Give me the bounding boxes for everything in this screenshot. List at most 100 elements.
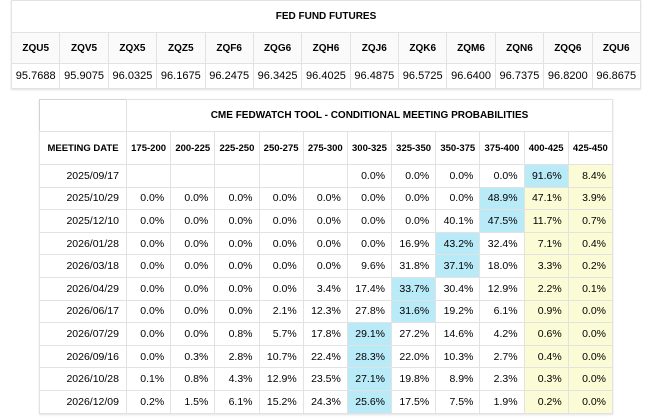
probability-cell: 0.0%	[125, 322, 172, 346]
meeting-date-cell: 2026/06/17	[39, 299, 127, 324]
meeting-date-cell: 2026/10/28	[39, 367, 127, 391]
probability-cell: 3.3%	[523, 254, 569, 278]
probability-cell: 32.4%	[479, 231, 525, 256]
meeting-date-cell: 2026/12/09	[39, 389, 127, 414]
probability-cell: 0.0%	[125, 344, 172, 369]
probability-cell: 24.3%	[302, 389, 348, 414]
probability-cell: 0.0%	[125, 186, 172, 211]
table-row: 2025/09/17 0.0% 0.0% 0.0% 0.0% 91.6% 8.4%	[39, 164, 614, 188]
futures-contract-header: ZQJ6	[349, 32, 400, 64]
probability-cell	[302, 164, 348, 188]
probability-cell: 0.0%	[170, 254, 216, 278]
rate-range-header: 250-275	[258, 131, 304, 165]
probability-cell: 0.0%	[391, 164, 437, 188]
probability-cell: 22.0%	[391, 344, 437, 369]
probability-cell: 23.5%	[302, 367, 348, 391]
probability-cell: 0.0%	[302, 231, 348, 256]
probability-cell: 2.7%	[479, 344, 525, 369]
probability-cell: 15.2%	[258, 389, 304, 414]
futures-price-cell: 95.7688	[10, 63, 61, 89]
futures-contract-header: ZQG6	[252, 32, 303, 64]
probability-cell: 18.0%	[479, 254, 525, 278]
probability-cell: 0.0%	[170, 186, 216, 211]
probability-cell: 0.0%	[170, 299, 216, 324]
probability-cell: 0.0%	[391, 209, 437, 233]
probability-cell: 2.2%	[523, 276, 569, 301]
probability-cell: 0.0%	[346, 209, 393, 233]
probability-cell: 27.1%	[346, 367, 393, 391]
probability-cell: 0.0%	[258, 209, 304, 233]
table-corner	[39, 99, 127, 132]
probability-cell: 5.7%	[258, 322, 304, 346]
futures-price-cell: 96.4025	[301, 63, 351, 89]
meeting-date-cell: 2026/09/16	[39, 344, 127, 369]
table-row: 2025/12/10 0.0% 0.0% 0.0% 0.0% 0.0% 0.0% 0.0% 40…	[39, 209, 614, 233]
futures-contract-header: ZQX5	[107, 32, 158, 64]
probability-cell: 0.0%	[302, 209, 348, 233]
futures-contract-header: ZQH6	[301, 32, 351, 64]
futures-contract-header: ZQN6	[494, 32, 545, 64]
rate-range-header: 175-200	[125, 131, 172, 165]
probability-cell: 0.0%	[125, 254, 172, 278]
probability-cell: 2.1%	[258, 299, 304, 324]
probability-cell: 16.9%	[391, 231, 437, 256]
probability-cell: 27.8%	[346, 299, 393, 324]
probability-cell: 7.1%	[523, 231, 569, 256]
futures-contract-header: ZQM6	[446, 32, 496, 64]
probability-cell: 29.1%	[346, 322, 393, 346]
rate-range-header: 275-300	[302, 131, 348, 165]
meeting-date-cell: 2025/09/17	[39, 164, 127, 188]
probability-cell: 0.0%	[479, 164, 525, 188]
probability-cell: 0.0%	[567, 344, 614, 369]
probability-cell: 0.0%	[567, 367, 614, 391]
rate-range-header: 200-225	[170, 131, 216, 165]
probability-cell: 0.4%	[567, 231, 614, 256]
probability-cell: 0.0%	[435, 164, 481, 188]
table-row: 2026/12/09 0.2% 1.5% 6.1% 15.2% 24.3% 25.6% 17.…	[39, 389, 614, 414]
probability-cell: 47.5%	[479, 209, 525, 233]
probability-cell: 0.8%	[214, 322, 260, 346]
probability-cell: 0.3%	[170, 344, 216, 369]
probability-cell: 0.0%	[170, 322, 216, 346]
futures-contract-header: ZQU5	[10, 32, 61, 64]
probability-cell: 0.0%	[214, 209, 260, 233]
futures-title: FED FUND FUTURES	[11, 0, 641, 33]
probability-cell: 0.0%	[302, 186, 348, 211]
meeting-date-cell: 2026/07/29	[39, 322, 127, 346]
table-row: 2026/06/17 0.0% 0.0% 0.0% 2.1% 12.3% 27.8% 31.6…	[39, 299, 614, 324]
probability-cell: 28.3%	[346, 344, 393, 369]
futures-price-cell: 96.1675	[156, 63, 206, 89]
table-row: 2026/09/16 0.0% 0.3% 2.8% 10.7% 22.4% 28.3% 22.…	[39, 344, 614, 369]
rate-range-header: 375-400	[479, 131, 525, 165]
probability-cell: 12.9%	[258, 367, 304, 391]
probability-cell: 1.5%	[170, 389, 216, 414]
futures-price-cell: 96.3425	[252, 63, 303, 89]
futures-price-cell: 96.0325	[107, 63, 158, 89]
probability-cell: 0.7%	[567, 209, 614, 233]
probability-cell	[258, 164, 304, 188]
probability-cell: 43.2%	[435, 231, 481, 256]
probability-cell: 0.3%	[523, 367, 569, 391]
probability-cell: 0.0%	[391, 186, 437, 211]
rate-range-header: 400-425	[523, 131, 569, 165]
probability-cell: 33.7%	[391, 276, 437, 301]
futures-price-cell: 96.8675	[591, 63, 641, 89]
probability-cell: 0.6%	[523, 322, 569, 346]
probability-cell: 0.8%	[170, 367, 216, 391]
futures-contract-header: ZQZ5	[156, 32, 206, 64]
meeting-date-cell: 2025/10/29	[39, 186, 127, 211]
futures-price-cell: 96.5725	[397, 63, 448, 89]
probability-cell: 0.2%	[125, 389, 172, 414]
probability-cell: 27.2%	[391, 322, 437, 346]
probability-cell: 0.0%	[125, 276, 172, 301]
probability-cell: 4.2%	[479, 322, 525, 346]
probability-cell: 10.7%	[258, 344, 304, 369]
probability-cell: 19.8%	[391, 367, 437, 391]
meeting-date-cell: 2026/04/29	[39, 276, 127, 301]
table-row: 2026/10/28 0.1% 0.8% 4.3% 12.9% 23.5% 27.1% 19.…	[39, 367, 614, 391]
futures-contract-header: ZQQ6	[543, 32, 593, 64]
probability-cell: 31.6%	[391, 299, 437, 324]
probability-cell: 8.9%	[435, 367, 481, 391]
probability-cell: 0.9%	[523, 299, 569, 324]
meeting-date-cell: 2026/03/18	[39, 254, 127, 278]
